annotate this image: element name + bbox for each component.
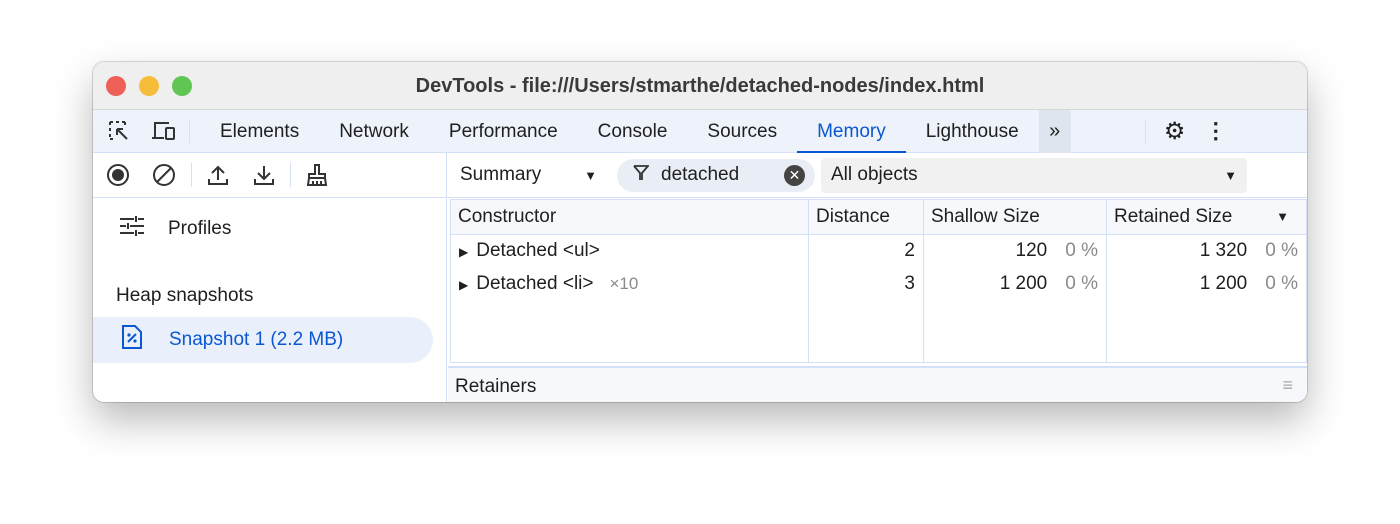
class-filter-input[interactable]: detached ✕ [617,158,815,192]
view-select[interactable]: Summary ▼ [447,164,617,186]
heap-snapshots-heading: Heap snapshots [116,285,254,306]
table-row[interactable]: ▶ Detached <ul> 2 120 0 % 1 320 0 % [450,234,1307,268]
tab-network[interactable]: Network [339,120,409,142]
shallow-size: 120 [1015,240,1048,262]
clear-filter-icon[interactable]: ✕ [784,164,805,186]
col-distance[interactable]: Distance [808,199,924,235]
divider [189,119,190,143]
record-icon[interactable] [105,163,131,187]
snapshot-label: Snapshot 1 (2.2 MB) [169,329,344,350]
divider [1144,119,1146,143]
drag-handle-icon[interactable]: ≡ [1282,375,1293,395]
close-window-button[interactable] [106,76,126,96]
title-bar: DevTools - file:///Users/stmarthe/detach… [93,62,1307,110]
chevron-down-icon: ▼ [1224,167,1237,183]
more-options-icon[interactable]: ⋮ [1204,118,1227,143]
distance: 2 [808,234,924,268]
heap-table: Constructor Distance Shallow Size Retain… [450,199,1307,363]
tab-sources[interactable]: Sources [707,120,778,142]
distance: 3 [808,267,924,301]
filter-value: detached [661,164,740,185]
tab-memory[interactable]: Memory [797,110,906,153]
zoom-window-button[interactable] [172,76,192,96]
snapshot-item[interactable]: Snapshot 1 (2.2 MB) [93,317,433,363]
upload-icon[interactable] [206,163,230,187]
retained-size: 1 320 [1199,240,1248,262]
tab-console[interactable]: Console [597,120,668,142]
retainers-label: Retainers [455,376,537,397]
tune-icon [119,215,145,243]
col-shallow-size[interactable]: Shallow Size [923,199,1107,235]
shallow-pct: 0 % [1065,240,1098,262]
device-toolbar-icon[interactable] [151,119,177,143]
retained-pct: 0 % [1265,240,1298,262]
view-select-value: Summary [460,164,542,185]
expand-triangle-icon[interactable]: ▶ [459,278,469,292]
heap-snapshot-icon [121,324,143,356]
window-title: DevTools - file:///Users/stmarthe/detach… [415,75,985,97]
clear-icon[interactable] [151,163,177,187]
summary-view: Constructor Distance Shallow Size Retain… [448,199,1307,402]
instance-count: ×10 [609,274,639,293]
download-icon[interactable] [252,163,276,187]
col-retained-label: Retained Size [1114,206,1233,227]
profiles-header: Profiles [93,199,446,259]
retained-size: 1 200 [1199,273,1248,294]
table-row[interactable]: ▶ Detached <li> ×10 3 1 200 0 % 1 200 0 % [450,267,1307,301]
shallow-size: 1 200 [999,273,1048,294]
objects-select-value: All objects [831,164,918,185]
sort-desc-icon: ▼ [1276,209,1289,224]
objects-select[interactable]: All objects ▼ [821,157,1247,193]
shallow-pct: 0 % [1065,273,1098,294]
minimize-window-button[interactable] [139,76,159,96]
col-retained-size[interactable]: Retained Size ▼ [1106,199,1307,235]
col-constructor[interactable]: Constructor [450,199,809,235]
collect-garbage-broom-icon[interactable] [305,163,329,187]
tab-lighthouse[interactable]: Lighthouse [925,120,1019,142]
settings-gear-icon[interactable]: ⚙ [1163,117,1186,145]
retainers-pane-header[interactable]: Retainers ≡ [448,366,1307,402]
divider [191,163,192,187]
panel-tabs: Elements Network Performance Console Sou… [93,109,1307,153]
profiles-sidebar: Profiles Heap snapshots Snapshot 1 (2.2 … [93,199,447,402]
devtools-window: DevTools - file:///Users/stmarthe/detach… [93,62,1307,402]
tab-elements[interactable]: Elements [220,120,300,142]
chevron-down-icon: ▼ [584,167,597,183]
expand-triangle-icon[interactable]: ▶ [459,245,469,260]
filter-icon [633,164,650,187]
constructor-name: Detached <li> [476,273,594,294]
divider [290,163,291,187]
retained-pct: 0 % [1265,273,1298,294]
more-tabs-chevron-icon[interactable]: » [1038,109,1071,153]
inspect-element-icon[interactable] [107,119,131,143]
memory-toolbar: Summary ▼ detached ✕ All objects ▼ [93,153,1307,198]
constructor-name: Detached <ul> [476,240,600,262]
tab-performance[interactable]: Performance [448,120,558,142]
profiles-label: Profiles [168,218,232,239]
